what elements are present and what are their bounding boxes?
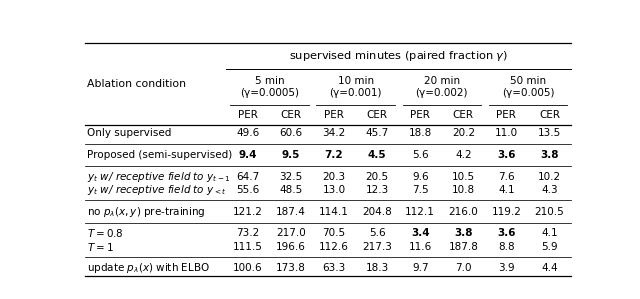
Text: Proposed (semi-supervised): Proposed (semi-supervised)	[88, 150, 233, 160]
Text: 4.5: 4.5	[368, 150, 387, 160]
Text: 112.6: 112.6	[319, 242, 349, 252]
Text: 10.2: 10.2	[538, 172, 561, 181]
Text: $T=1$: $T=1$	[88, 241, 114, 253]
Text: 32.5: 32.5	[279, 172, 303, 181]
Text: 3.9: 3.9	[498, 263, 515, 273]
Text: 60.6: 60.6	[280, 128, 303, 138]
Text: 4.4: 4.4	[541, 263, 558, 273]
Text: 3.4: 3.4	[411, 228, 429, 238]
Text: 217.0: 217.0	[276, 228, 306, 238]
Text: $y_t$ w/ receptive field to $y_{t-1}$: $y_t$ w/ receptive field to $y_{t-1}$	[88, 170, 231, 184]
Text: PER: PER	[238, 110, 258, 120]
Text: 4.1: 4.1	[498, 185, 515, 195]
Text: 64.7: 64.7	[236, 172, 259, 181]
Text: CER: CER	[453, 110, 474, 120]
Text: 13.0: 13.0	[323, 185, 346, 195]
Text: no $p_\lambda(x,y)$ pre-training: no $p_\lambda(x,y)$ pre-training	[88, 205, 206, 219]
Text: 3.8: 3.8	[454, 228, 472, 238]
Text: CER: CER	[280, 110, 301, 120]
Text: 20.3: 20.3	[323, 172, 346, 181]
Text: Only supervised: Only supervised	[88, 128, 172, 138]
Text: 7.6: 7.6	[498, 172, 515, 181]
Text: 173.8: 173.8	[276, 263, 306, 273]
Text: CER: CER	[367, 110, 388, 120]
Text: 13.5: 13.5	[538, 128, 561, 138]
Text: $y_t$ w/ receptive field to $y_{<t}$: $y_t$ w/ receptive field to $y_{<t}$	[88, 183, 227, 197]
Text: 11.6: 11.6	[408, 242, 432, 252]
Text: PER: PER	[497, 110, 516, 120]
Text: 4.2: 4.2	[455, 150, 472, 160]
Text: 8.8: 8.8	[498, 242, 515, 252]
Text: 73.2: 73.2	[236, 228, 259, 238]
Text: 48.5: 48.5	[279, 185, 303, 195]
Text: 119.2: 119.2	[492, 207, 522, 217]
Text: 20.5: 20.5	[365, 172, 388, 181]
Text: 7.5: 7.5	[412, 185, 429, 195]
Text: 114.1: 114.1	[319, 207, 349, 217]
Text: 9.4: 9.4	[239, 150, 257, 160]
Text: 3.6: 3.6	[497, 150, 516, 160]
Text: 7.0: 7.0	[455, 263, 472, 273]
Text: 11.0: 11.0	[495, 128, 518, 138]
Text: 210.5: 210.5	[534, 207, 564, 217]
Text: 55.6: 55.6	[236, 185, 259, 195]
Text: 5 min
(γ=0.0005): 5 min (γ=0.0005)	[240, 76, 299, 98]
Text: 5.6: 5.6	[412, 150, 429, 160]
Text: 187.4: 187.4	[276, 207, 306, 217]
Text: 9.5: 9.5	[282, 150, 300, 160]
Text: 20 min
(γ=0.002): 20 min (γ=0.002)	[415, 76, 468, 98]
Text: 10.5: 10.5	[452, 172, 475, 181]
Text: 100.6: 100.6	[233, 263, 262, 273]
Text: 18.3: 18.3	[365, 263, 388, 273]
Text: 10.8: 10.8	[452, 185, 475, 195]
Text: PER: PER	[410, 110, 430, 120]
Text: 112.1: 112.1	[405, 207, 435, 217]
Text: 111.5: 111.5	[233, 242, 263, 252]
Text: 20.2: 20.2	[452, 128, 475, 138]
Text: 5.9: 5.9	[541, 242, 558, 252]
Text: 12.3: 12.3	[365, 185, 388, 195]
Text: 196.6: 196.6	[276, 242, 306, 252]
Text: 217.3: 217.3	[362, 242, 392, 252]
Text: 4.3: 4.3	[541, 185, 558, 195]
Text: CER: CER	[539, 110, 560, 120]
Text: 204.8: 204.8	[362, 207, 392, 217]
Text: PER: PER	[324, 110, 344, 120]
Text: 216.0: 216.0	[449, 207, 478, 217]
Text: 70.5: 70.5	[323, 228, 346, 238]
Text: Ablation condition: Ablation condition	[88, 79, 186, 89]
Text: 45.7: 45.7	[365, 128, 388, 138]
Text: 4.1: 4.1	[541, 228, 558, 238]
Text: 3.6: 3.6	[497, 228, 516, 238]
Text: 3.8: 3.8	[540, 150, 559, 160]
Text: $T=0.8$: $T=0.8$	[88, 227, 124, 239]
Text: 34.2: 34.2	[323, 128, 346, 138]
Text: 5.6: 5.6	[369, 228, 385, 238]
Text: 9.6: 9.6	[412, 172, 429, 181]
Text: 10 min
(γ=0.001): 10 min (γ=0.001)	[330, 76, 382, 98]
Text: 121.2: 121.2	[233, 207, 263, 217]
Text: 18.8: 18.8	[408, 128, 432, 138]
Text: supervised minutes (paired fraction $\gamma$): supervised minutes (paired fraction $\ga…	[289, 49, 508, 63]
Text: 50 min
(γ=0.005): 50 min (γ=0.005)	[502, 76, 554, 98]
Text: 9.7: 9.7	[412, 263, 429, 273]
Text: 187.8: 187.8	[449, 242, 478, 252]
Text: 63.3: 63.3	[323, 263, 346, 273]
Text: 7.2: 7.2	[324, 150, 343, 160]
Text: 49.6: 49.6	[236, 128, 259, 138]
Text: update $p_\lambda(x)$ with ELBO: update $p_\lambda(x)$ with ELBO	[88, 261, 211, 275]
